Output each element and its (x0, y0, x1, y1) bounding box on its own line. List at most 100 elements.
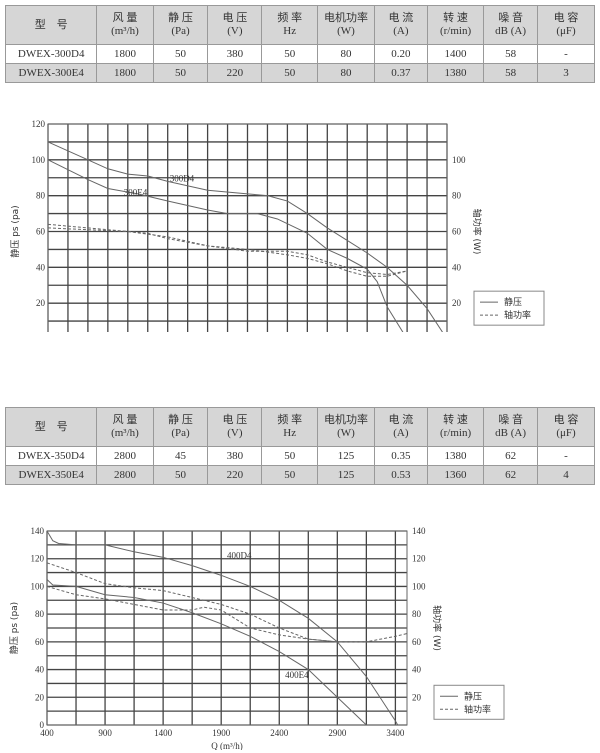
series-line-400E4-pressure (46, 579, 367, 726)
table-cell: 50 (261, 465, 319, 485)
table-row: DWEX-300D4 1800 50 380 50 80 0.20 1400 58- (4, 44, 595, 64)
series-line-300D4-pressure (47, 141, 444, 332)
y2-tick-label: 40 (452, 262, 462, 272)
y2-axis-label: 轴功率 (W) (471, 209, 483, 255)
table-cell: 380 (207, 446, 263, 466)
table-cell: 50 (261, 44, 319, 64)
header-cell: 静 压 (Pa) (152, 407, 209, 447)
y-tick-label: 100 (31, 581, 45, 591)
curve-label: 400E4 (285, 670, 309, 680)
table-cell: DWEX-300E4 (4, 63, 98, 83)
table-cell: 58 (483, 44, 539, 64)
table-cell: 50 (261, 63, 319, 83)
table-cell: 220 (207, 63, 263, 83)
header-cell: 电 容 (μF) (537, 5, 595, 45)
table-cell: 80 (317, 44, 375, 64)
x-tick-label: 400 (40, 728, 54, 738)
y-tick-label: 100 (32, 155, 46, 165)
header-cell: 电机功率 (W) (317, 5, 375, 45)
y-tick-label: 80 (35, 609, 45, 619)
table-cell: 0.35 (373, 446, 428, 466)
header-cell: 转 速 (r/min) (426, 407, 485, 447)
series-line-300E4-pressure (47, 159, 404, 332)
y-tick-label: 120 (32, 119, 46, 129)
header-cell: 噪 音 dB (A) (483, 407, 539, 447)
y2-tick-label: 120 (412, 554, 426, 564)
table-cell: 45 (152, 446, 209, 466)
y2-tick-label: 20 (412, 692, 422, 702)
table-cell: 1800 (96, 63, 154, 83)
header-cell: 噪 音 dB (A) (483, 5, 539, 45)
performance-chart-400: 400 900 1400 1900 2400 2900 3400 0 20 40 60 80 100 12… (8, 526, 505, 750)
legend-label-power: 轴功率 (504, 309, 531, 321)
header-cell: 型 号 (4, 407, 98, 447)
y2-tick-label: 140 (412, 526, 426, 536)
x-tick-label: 2400 (270, 728, 289, 738)
series-line-300D4-power (47, 223, 408, 276)
curve-label: 300D4 (170, 173, 195, 183)
y-tick-label: 20 (36, 298, 46, 308)
y-tick-label: 140 (31, 526, 45, 536)
table-cell: 50 (152, 44, 209, 64)
header-cell: 电 流 (A) (373, 5, 428, 45)
y-tick-label: 40 (35, 665, 45, 675)
x-tick-label: 3400 (386, 728, 405, 738)
table-cell: 50 (152, 465, 209, 485)
table-cell: 2800 (96, 446, 154, 466)
header-cell: 风 量 (m³/h) (96, 407, 154, 447)
spec-table-350: 型 号风 量 (m³/h) 静 压 (Pa) 电 压 (V) 频 率 Hz 电机功率 (W) 电 流… (4, 407, 595, 485)
header-cell: 转 速 (r/min) (426, 5, 485, 45)
x-tick-label: 1400 (154, 728, 173, 738)
table-cell: 62 (483, 465, 539, 485)
header-cell: 电 流 (A) (373, 407, 428, 447)
table-cell: 1380 (426, 63, 485, 83)
header-cell: 风 量 (m³/h) (96, 5, 154, 45)
y-tick-label: 20 (35, 692, 45, 702)
table-cell: 58 (483, 63, 539, 83)
series-line-400D4-pressure (46, 530, 399, 726)
y-tick-label: 80 (36, 191, 46, 201)
x-tick-label: 900 (98, 728, 112, 738)
y2-tick-label: 60 (452, 227, 462, 237)
y2-tick-label: 40 (412, 665, 422, 675)
table-cell: DWEX-350E4 (4, 465, 98, 485)
table-cell: 1400 (426, 44, 485, 64)
table-cell: 62 (483, 446, 539, 466)
y-axis-label: 静压 ps (pa) (8, 602, 20, 654)
curve-label: 400D4 (227, 551, 252, 561)
table-cell: 1360 (426, 465, 485, 485)
performance-chart-300: 2004006008001000120014001600180020002200… (9, 119, 545, 332)
table-cell: 0.37 (373, 63, 428, 83)
table-cell: - (537, 446, 595, 466)
header-cell: 电机功率 (W) (317, 407, 375, 447)
y-tick-label: 60 (35, 637, 45, 647)
y-tick-label: 0 (40, 720, 45, 730)
spec-table-300: 型 号风 量 (m³/h) 静 压 (Pa) 电 压 (V) 频 率 Hz 电机功率 (W) 电 流… (4, 5, 595, 83)
table-cell: 0.20 (373, 44, 428, 64)
table-row: DWEX-300E4 1800 50 220 50 80 0.37 1380 58 3 (4, 63, 595, 83)
header-cell: 频 率 Hz (261, 407, 319, 447)
y2-tick-label: 80 (452, 191, 462, 201)
y2-axis-label: 轴功率 (W) (431, 605, 443, 651)
y2-tick-label: 100 (452, 155, 466, 165)
table-cell: 2800 (96, 465, 154, 485)
series-line-400D4-power (46, 562, 408, 643)
y2-tick-label: 80 (412, 609, 422, 619)
table-cell: 3 (537, 63, 595, 83)
table-cell: 4 (537, 465, 595, 485)
plot-frame (47, 123, 448, 332)
header-cell: 电 容 (μF) (537, 407, 595, 447)
legend-label-power: 轴功率 (464, 703, 491, 715)
table-cell: 50 (152, 63, 209, 83)
x-axis-label: Q (m³/h) (211, 741, 242, 750)
y-axis-label: 静压 ps (pa) (9, 205, 21, 257)
table-cell: DWEX-300D4 (4, 44, 98, 64)
header-cell: 频 率 Hz (261, 5, 319, 45)
series-line-400E4-power (46, 585, 338, 643)
table-row: DWEX-350E4 2800 50 220 50 125 0.53 1360 62 4 (4, 465, 595, 485)
curve-label: 300E4 (124, 188, 148, 198)
table-cell: 0.53 (373, 465, 428, 485)
y2-tick-label: 60 (412, 637, 422, 647)
legend-label-pressure: 静压 (504, 296, 522, 308)
table-cell: 80 (317, 63, 375, 83)
